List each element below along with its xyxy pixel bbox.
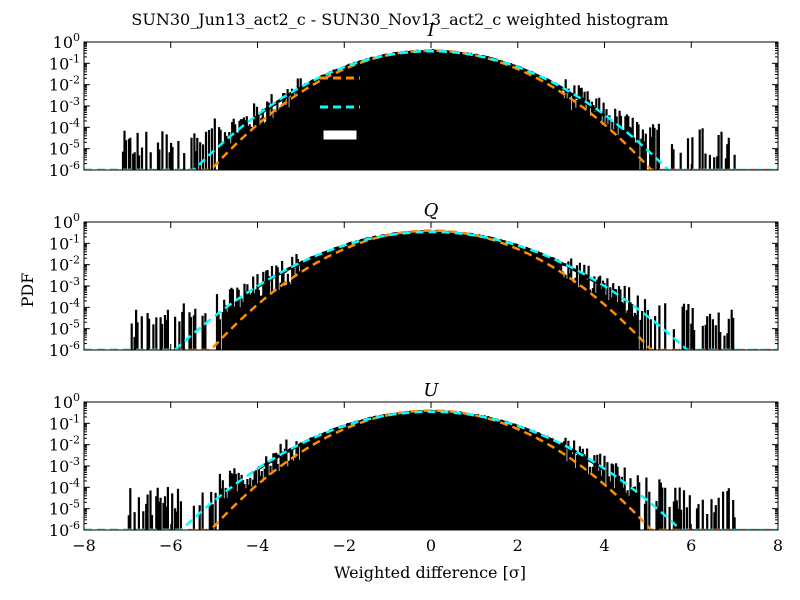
x-tick-label: 8 xyxy=(773,536,783,555)
y-tick-label: 10-5 xyxy=(49,138,80,159)
panel-title: U xyxy=(423,380,439,401)
y-tick-label: 10-3 xyxy=(49,275,80,296)
fitted-gaussian-curve xyxy=(84,49,778,170)
y-axis-label: PDF xyxy=(18,273,37,308)
y-tick-label: 100 xyxy=(53,31,80,52)
y-tick-label: 10-1 xyxy=(49,232,80,253)
data-bars xyxy=(121,50,736,170)
legend-swatch xyxy=(320,127,360,143)
y-tick-label: 10-2 xyxy=(49,434,80,455)
x-tick-label: 6 xyxy=(686,536,696,555)
panel-title: Q xyxy=(424,200,439,221)
data-bars xyxy=(127,410,736,530)
y-tick-label: 10-3 xyxy=(49,95,80,116)
fitted-gaussian-curve xyxy=(84,410,778,530)
y-tick-label: 10-1 xyxy=(49,52,80,73)
y-tick-label: 100 xyxy=(53,391,80,412)
data-histogram xyxy=(84,229,778,350)
y-tick-label: 100 xyxy=(53,211,80,232)
data-histogram xyxy=(84,49,778,170)
legend-entry: White noise xyxy=(376,65,495,89)
y-tick-label: 10-2 xyxy=(49,254,80,275)
x-tick-label: 2 xyxy=(513,536,523,555)
y-tick-label: 10-4 xyxy=(49,296,80,317)
data-histogram xyxy=(84,409,778,530)
y-tick-label: 10-6 xyxy=(49,159,80,180)
data-bars xyxy=(130,230,735,350)
x-tick-label: −4 xyxy=(246,536,270,555)
legend-entry: Fitted Gaussian xyxy=(376,94,536,118)
y-tick-label: 10-3 xyxy=(49,455,80,476)
x-tick-label: −6 xyxy=(159,536,183,555)
y-tick-label: 10-5 xyxy=(49,498,80,519)
y-tick-label: 10-5 xyxy=(49,318,80,339)
legend: White noise Fitted Gaussian Data xyxy=(320,65,536,147)
y-tick-label: 10-2 xyxy=(49,74,80,95)
x-tick-label: −8 xyxy=(72,536,96,555)
fitted-gaussian-curve xyxy=(84,230,778,350)
legend-entry: Data xyxy=(376,123,424,147)
y-tick-label: 10-4 xyxy=(49,116,80,137)
white-noise-curve xyxy=(84,229,778,350)
panel-title: I xyxy=(426,20,435,41)
x-tick-label: 0 xyxy=(426,536,436,555)
y-tick-label: 10-6 xyxy=(49,339,80,360)
y-tick-label: 10-6 xyxy=(49,519,80,540)
figure-title: SUN30_Jun13_act2_c - SUN30_Nov13_act2_c … xyxy=(131,10,668,29)
x-tick-label: 4 xyxy=(599,536,609,555)
x-tick-label: −2 xyxy=(332,536,356,555)
y-tick-label: 10-4 xyxy=(49,476,80,497)
y-tick-label: 10-1 xyxy=(49,412,80,433)
x-axis-label: Weighted difference [σ] xyxy=(334,563,526,582)
